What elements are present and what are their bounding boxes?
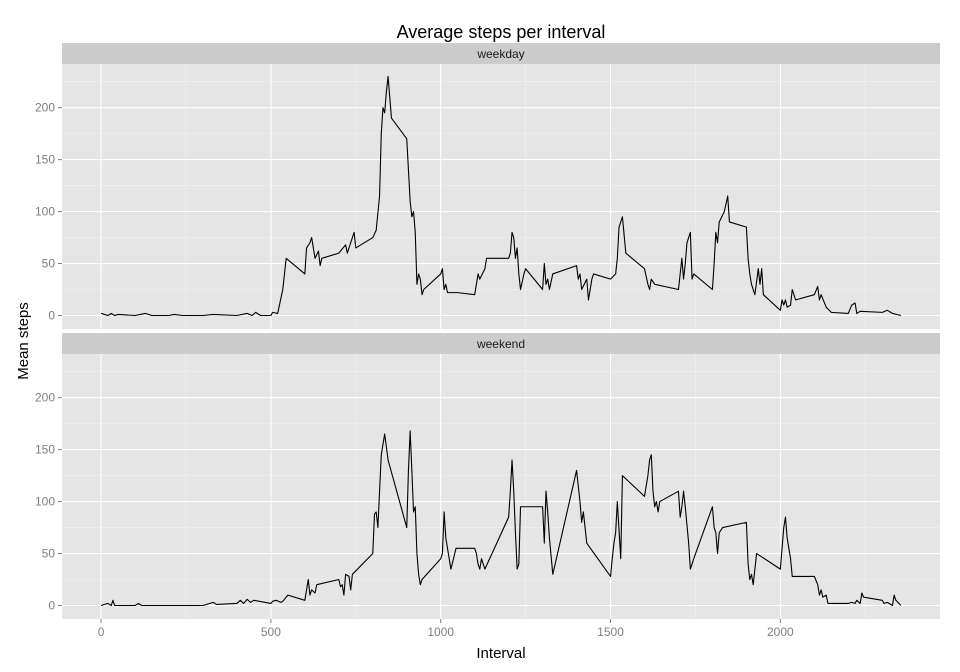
y-tick-label: 0 — [48, 308, 55, 322]
facet-strip-label: weekend — [476, 337, 525, 351]
x-tick-label: 500 — [261, 625, 281, 639]
y-tick-label: 50 — [42, 547, 56, 561]
facet-panel-weekend: weekend — [62, 333, 940, 619]
facet-strip — [62, 333, 940, 354]
facet-strip — [62, 43, 940, 64]
y-tick-label: 200 — [35, 391, 55, 405]
x-tick-label: 1000 — [427, 625, 454, 639]
x-tick-label: 1500 — [597, 625, 624, 639]
y-axes: 0 50 100 150 200 0 50 100 150 200 — [35, 101, 62, 612]
y-tick-label: 0 — [48, 598, 55, 612]
y-axis-title: Mean steps — [15, 302, 32, 380]
y-tick-label: 200 — [35, 101, 55, 115]
y-tick-label: 100 — [35, 205, 55, 219]
series-line-weekend — [100, 430, 902, 607]
y-tick-label: 100 — [35, 495, 55, 509]
series-line-weekday — [100, 75, 902, 317]
x-tick-label: 2000 — [767, 625, 794, 639]
chart-title: Average steps per interval — [397, 22, 606, 42]
y-tick-label: 150 — [35, 443, 55, 457]
facet-strip-label: weekday — [476, 47, 524, 61]
x-axis: 0 500 1000 1500 2000 — [98, 619, 794, 639]
y-tick-label: 50 — [42, 257, 56, 271]
facet-panel-weekday: weekday — [62, 43, 940, 329]
x-axis-title: Interval — [476, 645, 525, 662]
facet-panels: weekday weekend — [62, 43, 940, 619]
y-tick-label: 150 — [35, 153, 55, 167]
x-tick-label: 0 — [98, 625, 105, 639]
